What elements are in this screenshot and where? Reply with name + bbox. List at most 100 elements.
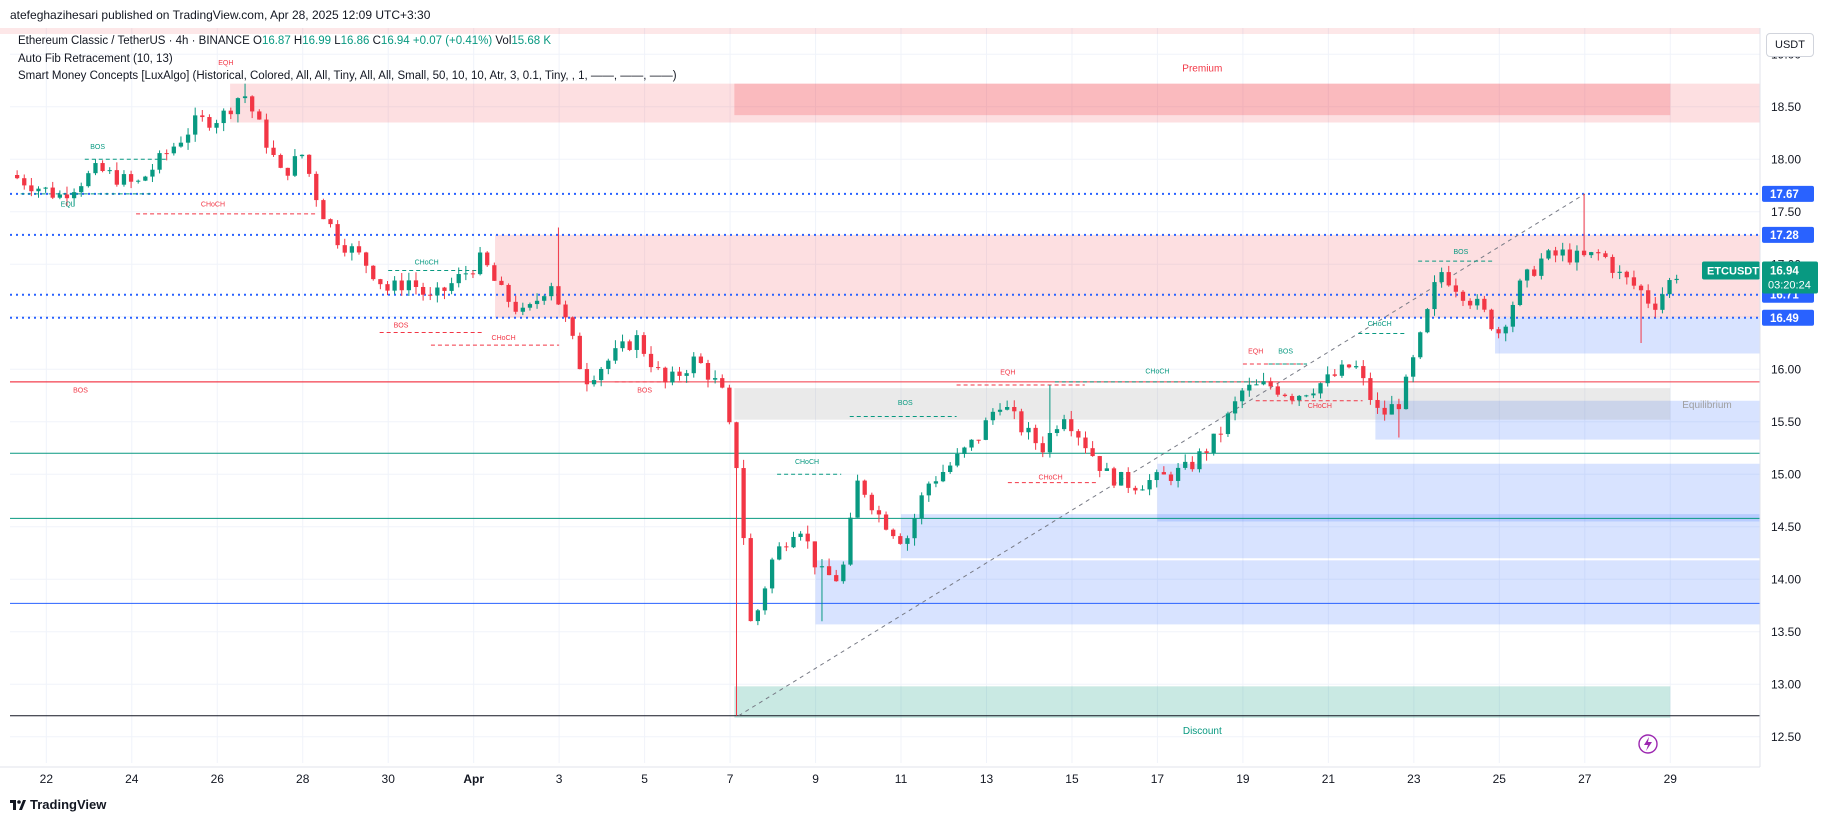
candle xyxy=(271,140,276,157)
candle-body xyxy=(769,559,775,589)
candle-body xyxy=(1346,364,1352,368)
candle xyxy=(933,476,939,488)
time-tick-label: 22 xyxy=(40,772,54,786)
candle xyxy=(285,167,290,181)
candle-body xyxy=(1596,252,1601,254)
lightning-icon-bolt xyxy=(1644,737,1652,751)
candle xyxy=(449,277,454,295)
candle xyxy=(1368,372,1373,405)
candle-body xyxy=(321,200,326,220)
price-chart[interactable]: Premium Equilibrium Discount EQH BOS EQL CHoCH… xyxy=(0,28,1835,818)
candle-body xyxy=(919,495,924,519)
candle xyxy=(1467,298,1473,310)
high-label: H xyxy=(293,35,303,47)
candle xyxy=(848,512,853,566)
candle-body xyxy=(1019,411,1024,433)
candle xyxy=(606,358,611,375)
indicator-smc[interactable]: Smart Money Concepts [LuxAlgo] (Historic… xyxy=(18,70,677,82)
candle xyxy=(1631,270,1637,290)
price-tag-bg xyxy=(1762,226,1814,243)
candle-body xyxy=(1311,393,1316,396)
candle xyxy=(627,339,632,352)
candle-body xyxy=(1354,366,1359,368)
candle-body xyxy=(1240,390,1245,402)
candle xyxy=(292,149,298,177)
candle xyxy=(114,162,119,187)
candle xyxy=(1154,469,1159,488)
candle-body xyxy=(1026,427,1031,433)
candle xyxy=(1275,383,1280,397)
candle xyxy=(1439,267,1444,288)
top-premium-band xyxy=(0,28,1760,34)
candle-body xyxy=(250,96,255,112)
candle xyxy=(79,182,84,197)
candle xyxy=(228,107,233,120)
candle-body xyxy=(43,187,48,189)
candle xyxy=(1460,290,1466,307)
candle-body xyxy=(307,154,312,174)
time-tick-label: 24 xyxy=(125,772,139,786)
candle-body xyxy=(1118,471,1124,486)
candle-body xyxy=(905,538,910,544)
candle-body xyxy=(1318,383,1323,394)
time-tick-label: 19 xyxy=(1236,772,1250,786)
candle xyxy=(1574,245,1580,271)
candle xyxy=(157,150,162,174)
time-tick-label: 21 xyxy=(1322,772,1336,786)
candle xyxy=(1211,433,1216,456)
candle xyxy=(349,243,355,261)
candle-body xyxy=(22,178,27,186)
zone-premium xyxy=(734,83,1671,116)
candle xyxy=(613,340,618,364)
candle-body xyxy=(656,367,661,369)
candle-body xyxy=(128,174,134,182)
candle xyxy=(1589,251,1594,259)
close-value: 16.94 xyxy=(380,35,410,47)
volume-label: Vol xyxy=(495,35,512,47)
candle xyxy=(1346,363,1352,369)
indicator-fib[interactable]: Auto Fib Retracement (10, 13) xyxy=(18,53,173,65)
tradingview-brand: TradingView xyxy=(10,797,106,812)
candle xyxy=(591,375,597,387)
currency-button[interactable]: USDT xyxy=(1766,33,1814,57)
candle xyxy=(570,316,575,340)
candle-body xyxy=(1617,271,1622,273)
candle-body xyxy=(862,480,867,495)
candle-body xyxy=(962,447,967,454)
candle xyxy=(1354,360,1359,369)
candle xyxy=(841,561,846,584)
low-value: 16.86 xyxy=(340,35,370,47)
candle xyxy=(93,159,98,176)
candle xyxy=(1617,265,1622,280)
candle-body xyxy=(1610,256,1615,273)
candle-body xyxy=(955,453,960,466)
candle xyxy=(57,190,62,200)
candle xyxy=(1489,308,1494,331)
candle-body xyxy=(235,98,241,115)
candle xyxy=(855,474,860,518)
candle xyxy=(1040,436,1045,458)
candle xyxy=(164,149,169,161)
candle-body xyxy=(1410,357,1416,377)
candle xyxy=(420,282,426,301)
candle-body xyxy=(1418,332,1423,358)
structure-label: CHoCH xyxy=(1308,403,1332,410)
price-tag-text: 17.28 xyxy=(1770,230,1799,242)
candle-body xyxy=(1133,487,1138,491)
candle-body xyxy=(428,294,433,296)
candle xyxy=(1375,392,1380,414)
candle-body xyxy=(271,147,276,155)
candle-body xyxy=(720,378,725,388)
candle xyxy=(891,528,896,539)
time-tick-label: 5 xyxy=(641,772,648,786)
candle-body xyxy=(563,304,568,318)
candle-body xyxy=(1304,395,1309,397)
candle-body xyxy=(812,541,817,568)
candle-body xyxy=(997,409,1003,412)
candle-body xyxy=(1517,280,1523,305)
candle xyxy=(1126,467,1131,494)
candle xyxy=(178,136,184,148)
candle xyxy=(314,171,319,207)
candle-body xyxy=(392,280,397,291)
candle-body xyxy=(292,156,298,176)
